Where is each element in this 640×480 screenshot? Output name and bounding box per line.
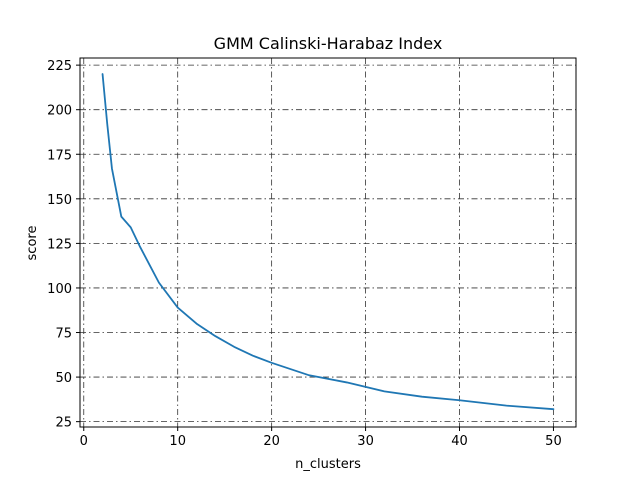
y-tick-label: 100 — [47, 282, 72, 297]
y-tick-label: 150 — [47, 193, 72, 208]
y-tick-label: 75 — [55, 327, 72, 342]
x-tick-label: 40 — [451, 434, 468, 449]
y-axis: 25 50 75 100 125 150 175 200 225 — [47, 59, 80, 431]
y-tick-label: 50 — [55, 371, 72, 386]
x-tick-label: 20 — [263, 434, 280, 449]
series-layer — [101, 73, 555, 411]
y-tick-label: 25 — [55, 416, 72, 431]
y-tick-label: 125 — [47, 237, 72, 252]
y-tick-label: 225 — [47, 59, 72, 74]
x-tick-label: 30 — [357, 434, 374, 449]
chart-title: GMM Calinski-Harabaz Index — [214, 34, 443, 53]
x-axis: 0 10 20 30 40 50 — [80, 427, 562, 449]
x-tick-label: 0 — [80, 434, 88, 449]
x-tick-label: 10 — [169, 434, 186, 449]
x-tick-label: 50 — [545, 434, 562, 449]
y-tick-label: 175 — [47, 148, 72, 163]
x-axis-label: n_clusters — [295, 457, 361, 472]
y-tick-label: 200 — [47, 104, 72, 119]
series-line — [101, 73, 555, 411]
grid-layer — [80, 58, 576, 427]
y-axis-label: score — [25, 226, 40, 261]
plot-frame — [79, 57, 577, 428]
